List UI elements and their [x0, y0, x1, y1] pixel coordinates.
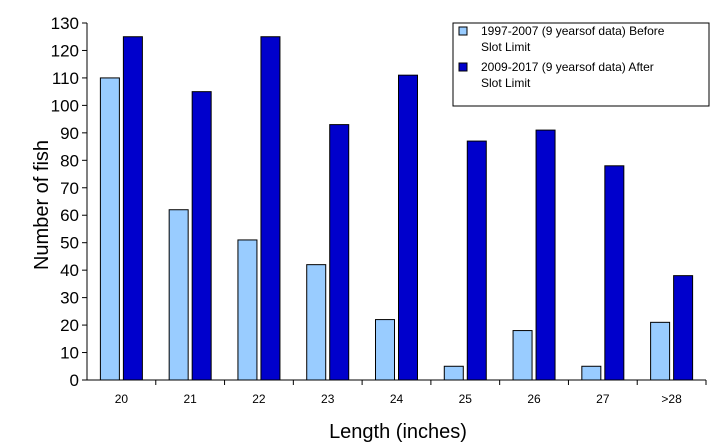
y-tick-label: 110 — [52, 69, 79, 88]
x-tick-label: 27 — [596, 392, 610, 406]
bar-before-21 — [168, 209, 189, 381]
y-tick-label: 70 — [60, 179, 79, 198]
y-tick-label: 120 — [51, 41, 79, 60]
bar-before-22 — [237, 239, 258, 381]
bar-before-27 — [581, 365, 602, 381]
x-axis-title: Length (inches) — [329, 421, 467, 443]
bar-before-20 — [99, 77, 120, 381]
bar-before-26 — [512, 330, 533, 381]
bar-after-22 — [260, 36, 281, 381]
bar-before-23 — [306, 264, 327, 381]
legend-label-after: 2009-2017 (9 yearsof data) After Slot Lim… — [481, 60, 654, 90]
x-tick-label: 22 — [252, 392, 266, 406]
y-tick-label: 30 — [60, 289, 79, 308]
bar-after-25 — [466, 140, 487, 381]
x-tick-label: 26 — [527, 392, 541, 406]
bar-before-25 — [443, 365, 464, 381]
x-tick-label: 20 — [115, 392, 129, 406]
x-tick-label: 21 — [183, 392, 197, 406]
y-axis-title: Number of fish — [31, 140, 53, 270]
x-tick-label: 23 — [321, 392, 335, 406]
bar-after-21 — [191, 91, 212, 381]
y-tick-label: 50 — [60, 234, 79, 253]
legend: 1997-2007 (9 yearsof data) Before Slot Li… — [452, 22, 710, 107]
y-axis-ticks: 0 10 20 30 40 50 60 70 80 90 100 110 120 130 — [51, 14, 87, 390]
legend-label-before: 1997-2007 (9 yearsof data) Before Slot Li… — [481, 24, 665, 54]
bar-after->28 — [673, 275, 694, 381]
y-tick-label: 10 — [60, 344, 79, 363]
bar-after-23 — [329, 124, 350, 381]
bar-before->28 — [650, 321, 671, 381]
x-axis-ticks: 20 21 22 23 24 25 26 27 >28 — [115, 380, 707, 406]
bar-after-27 — [604, 165, 625, 381]
x-tick-label: 25 — [459, 392, 473, 406]
y-tick-label: 100 — [51, 96, 79, 115]
bar-after-26 — [535, 129, 556, 381]
bar-after-20 — [122, 36, 143, 381]
y-tick-label: 40 — [60, 261, 79, 280]
y-tick-label: 20 — [60, 316, 79, 335]
x-tick-label: >28 — [661, 392, 682, 406]
bar-before-24 — [375, 319, 395, 381]
y-tick-label: 60 — [60, 206, 79, 225]
legend-box — [452, 22, 710, 107]
y-tick-label: 0 — [70, 371, 79, 390]
x-tick-label: 24 — [390, 392, 404, 406]
legend-swatch-after — [458, 62, 468, 72]
y-tick-label: 130 — [51, 14, 79, 33]
y-tick-label: 90 — [60, 124, 79, 143]
bar-after-24 — [398, 74, 418, 381]
legend-swatch-before — [458, 26, 468, 36]
y-tick-label: 80 — [60, 151, 79, 170]
